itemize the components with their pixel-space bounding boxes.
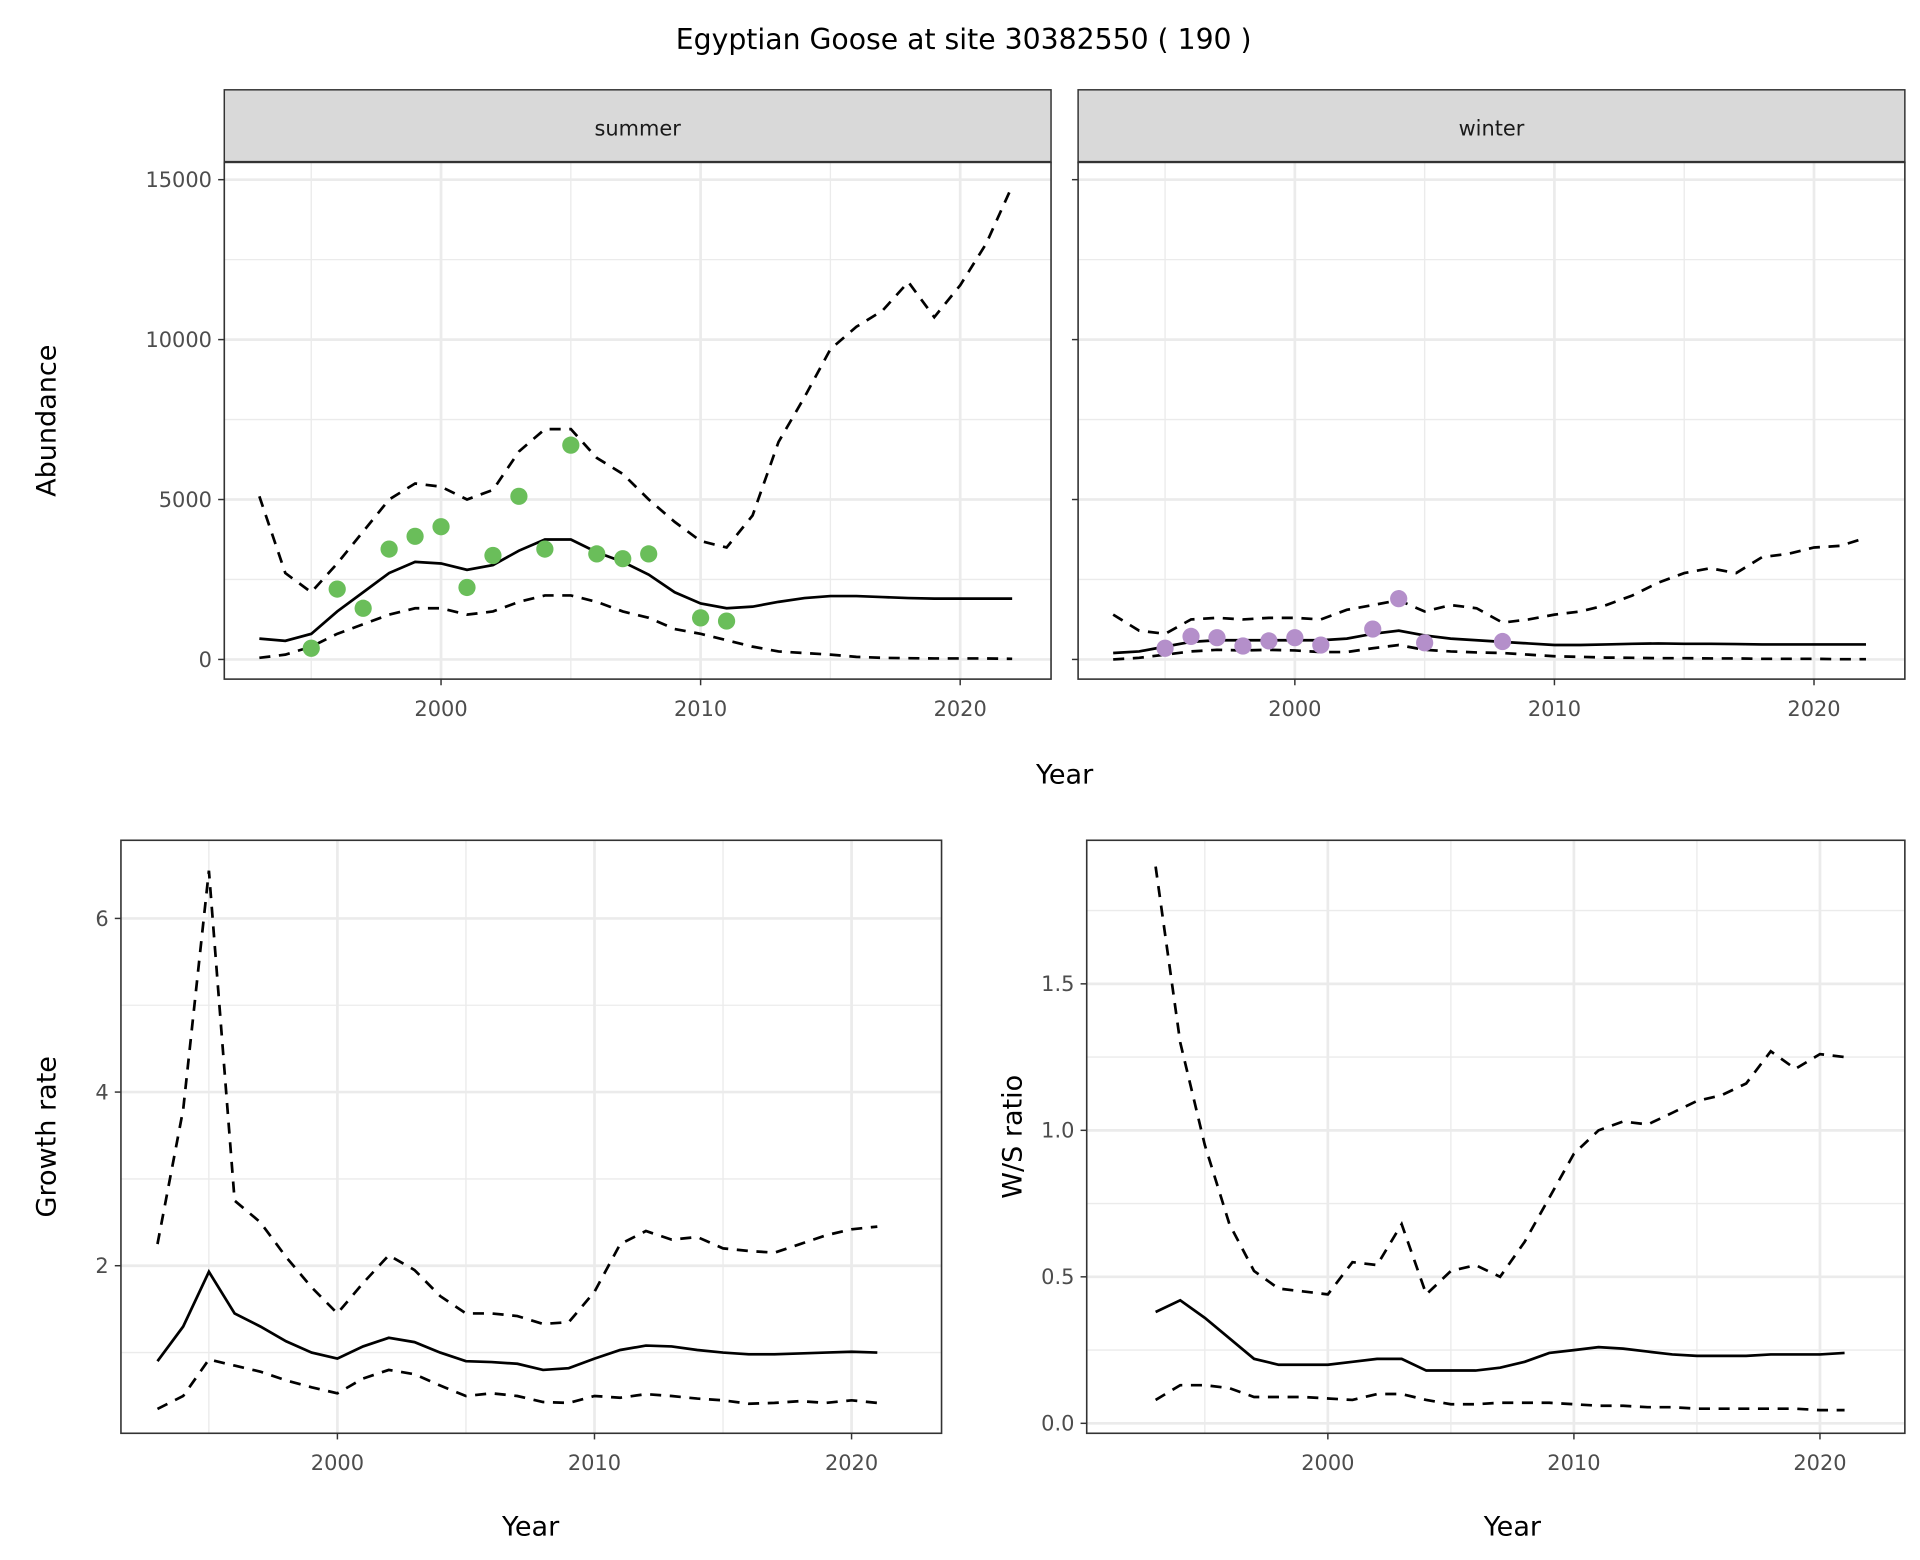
winter-observed-point [1286, 629, 1304, 647]
y-tick-label: 0.0 [1041, 1412, 1074, 1436]
summer-observed-point [380, 540, 398, 558]
ratio-upper-ci-line [1154, 866, 1845, 1297]
x-tick-label: 2000 [1301, 1451, 1354, 1475]
winter-observed-point [1260, 632, 1278, 650]
winter-observed-point [1312, 636, 1330, 654]
growth-plot-bg [120, 840, 942, 1434]
growth-panel: 2000 2010 2020 2 4 6 [95, 839, 943, 1475]
ratio-y-axis-title: W/S ratio [998, 1075, 1029, 1199]
winter-observed-point [1493, 632, 1512, 651]
ratio-mean-line [1155, 1298, 1845, 1372]
winter-plot-bg [1078, 162, 1905, 680]
summer-observed-point [562, 436, 580, 454]
y-tick-label: 1.0 [1041, 1119, 1074, 1143]
x-tick-label: 2010 [674, 697, 727, 721]
summer-panel-border [223, 161, 1052, 680]
strip-winter-label: winter [1459, 116, 1525, 140]
y-tick-label: 4 [95, 1080, 108, 1104]
growth-y-axis-title: Growth rate [32, 1056, 63, 1217]
y-tick-label: 5000 [159, 488, 212, 512]
winter-observed-point [1156, 639, 1174, 657]
summer-observed-point [717, 612, 736, 630]
winter-observed-point [1364, 620, 1382, 638]
growth-lower-ci-line [156, 1357, 878, 1411]
summer-observed-point [536, 540, 554, 558]
growth-x-axis-title: Year [501, 1511, 560, 1542]
y-tick-label: 1.5 [1041, 972, 1074, 996]
summer-upper-ci-line [258, 185, 1014, 595]
summer-mean-line [259, 538, 1013, 643]
x-tick-label: 2020 [934, 697, 987, 721]
ratio-plot-bg [1086, 840, 1905, 1434]
x-tick-label: 2020 [1793, 1451, 1846, 1475]
summer-observed-point [484, 546, 502, 565]
strip-summer-bg [223, 89, 1052, 164]
summer-observed-point [458, 578, 476, 597]
growth-panel-border [120, 839, 943, 1435]
summer-observed-point [354, 599, 372, 617]
x-tick-label: 2000 [414, 697, 467, 721]
winter-observed-point [1234, 637, 1252, 655]
ratio-panel-border [1085, 839, 1906, 1435]
growth-upper-ci-line [156, 870, 878, 1326]
summer-observed-point [692, 609, 710, 627]
x-tick-label: 2010 [1528, 697, 1581, 721]
x-tick-label: 2000 [311, 1451, 364, 1475]
figure-title: Egyptian Goose at site 30382550 ( 190 ) [676, 23, 1252, 56]
x-tick-label: 2020 [825, 1451, 878, 1475]
winter-upper-ci-line [1112, 536, 1867, 636]
growth-mean-line [156, 1268, 878, 1372]
summer-observed-point [406, 527, 424, 545]
x-tick-label: 2020 [1787, 697, 1840, 721]
y-tick-label: 2 [95, 1254, 108, 1278]
summer-observed-point [328, 580, 346, 598]
ratio-x-axis-title: Year [1483, 1511, 1542, 1542]
x-tick-label: 2000 [1268, 697, 1321, 721]
winter-observed-point [1416, 634, 1434, 652]
summer-observed-point [302, 639, 320, 657]
ratio-panel: 2000 2010 2020 0.0 0.5 1.0 1.5 [1041, 839, 1906, 1475]
summer-observed-point [614, 550, 632, 568]
summer-panel: 2000 2010 2020 0 5000 10000 15000 [145, 161, 1052, 721]
top-x-axis-title: Year [1035, 760, 1094, 791]
winter-observed-point [1208, 629, 1226, 647]
x-tick-label: 2010 [568, 1451, 621, 1475]
strip-summer-label: summer [594, 116, 681, 140]
summer-observed-point [432, 518, 450, 536]
summer-observed-point [588, 545, 606, 563]
winter-panel: 2000 2010 2020 [1071, 161, 1906, 721]
summer-observed-point [640, 545, 658, 563]
top-y-axis-title: Abundance [32, 345, 63, 497]
y-tick-label: 6 [95, 907, 108, 931]
y-tick-label: 15000 [145, 168, 212, 192]
summer-observed-point [510, 487, 528, 505]
winter-panel-border [1077, 161, 1906, 680]
y-tick-label: 10000 [145, 328, 212, 352]
y-tick-label: 0.5 [1041, 1265, 1074, 1289]
y-tick-label: 0 [199, 648, 212, 672]
x-tick-label: 2010 [1547, 1451, 1600, 1475]
winter-observed-point [1182, 627, 1200, 646]
winter-observed-point [1390, 590, 1408, 608]
ratio-lower-ci-line [1154, 1383, 1845, 1412]
